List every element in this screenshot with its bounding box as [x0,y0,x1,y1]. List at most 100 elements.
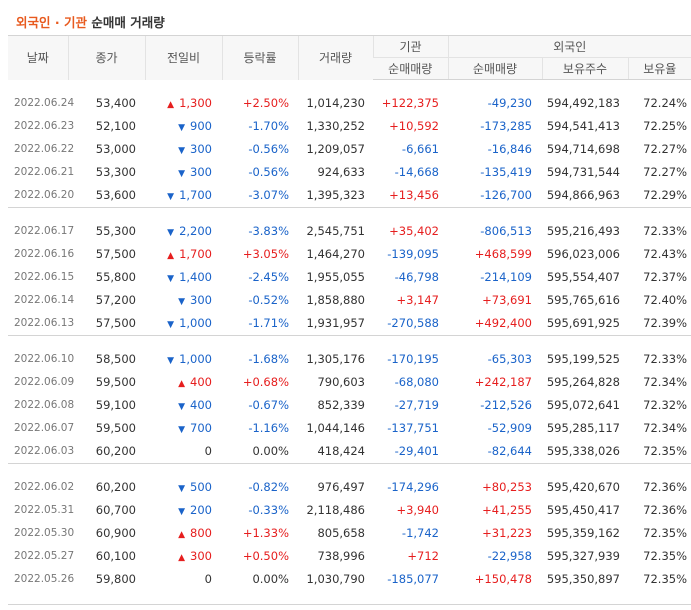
cell-change-value: 1,000 [179,351,212,366]
cell-inst-net: -27,719 [394,397,439,412]
table-row: 2022.06.14 57,200 ▼ 300 -0.52% 1,858,880 +3,14… [8,288,691,311]
cell-inst-net: -137,751 [387,420,439,435]
cell-rate: +1.33% [242,525,289,540]
cell-foreign-net: +80,253 [482,479,532,494]
cell-volume: 1,395,323 [306,187,365,202]
cell-inst-net: +3,147 [396,292,439,307]
cell-rate: -0.56% [248,141,289,156]
cell-change: ▲ 1,300 [145,91,222,114]
cell-foreign-hold: 595,691,925 [546,315,620,330]
header-volume: 거래량 [297,35,373,80]
table-row: 2022.06.02 60,200 ▼ 500 -0.82% 976,497 -174,29… [8,475,691,498]
header-change: 전일비 [144,35,222,80]
group-spacer [8,80,691,92]
triangle-up-icon: ▲ [167,250,175,261]
cell-inst-net: -68,080 [394,374,439,389]
cell-change: ▼ 300 [145,288,222,311]
cell-inst-net: +3,940 [396,502,439,517]
table-row: 2022.06.23 52,100 ▼ 900 -1.70% 1,330,252 +10,5… [8,114,691,137]
table-row: 2022.06.17 55,300 ▼ 2,200 -3.83% 2,545,751 +35… [8,219,691,242]
cell-foreign-net: -212,526 [480,397,532,412]
cell-volume: 738,996 [317,548,365,563]
cell-foreign-hold: 595,285,117 [546,420,620,435]
cell-foreign-rate: 72.33% [643,223,688,238]
cell-foreign-rate: 72.29% [643,187,688,202]
cell-foreign-rate: 72.36% [643,502,688,517]
header-rate: 등락률 [221,35,298,80]
triangle-down-icon: ▼ [167,191,175,202]
cell-change-value: 0 [204,571,212,586]
cell-change: ▼ 1,700 [145,183,222,206]
cell-volume: 1,931,957 [306,315,365,330]
cell-change: ▼ 1,000 [145,347,222,370]
cell-change-value: 700 [190,420,212,435]
title-separator: · [50,15,64,30]
cell-close: 52,100 [95,118,136,133]
cell-rate: -3.83% [248,223,289,238]
triangle-down-icon: ▼ [178,168,186,179]
cell-change-value: 500 [190,479,212,494]
cell-close: 53,300 [95,164,136,179]
table-row: 2022.05.31 60,700 ▼ 200 -0.33% 2,118,486 +3,94… [8,498,691,521]
cell-date: 2022.06.03 [14,444,75,457]
cell-volume: 1,305,176 [306,351,365,366]
cell-rate: -1.70% [248,118,289,133]
cell-close: 57,500 [95,315,136,330]
cell-foreign-net: -22,958 [487,548,532,563]
cell-volume: 805,658 [317,525,365,540]
group-divider [8,206,691,208]
group-divider [8,334,691,336]
cell-foreign-net: -126,700 [480,187,532,202]
cell-foreign-net: +41,255 [482,502,532,517]
cell-foreign-net: -82,644 [487,443,532,458]
cell-inst-net: +10,592 [389,118,439,133]
header-foreign-hold: 보유주수 [541,57,628,80]
cell-foreign-rate: 72.34% [643,374,688,389]
cell-foreign-hold: 594,541,413 [546,118,620,133]
cell-change-value: 800 [190,525,212,540]
cell-date: 2022.06.02 [14,480,75,493]
cell-change: ▼ 2,200 [145,219,222,242]
table-row: 2022.06.07 59,500 ▼ 700 -1.16% 1,044,146 -137,… [8,416,691,439]
cell-foreign-rate: 72.33% [643,351,688,366]
investor-trading-table: 날짜 종가 전일비 등락률 거래량 기관 외국인 순매매량 순매매량 보유주수 … [8,35,691,590]
cell-change-value: 1,300 [179,95,212,110]
cell-foreign-hold: 595,199,525 [546,351,620,366]
cell-inst-net: -174,296 [387,479,439,494]
cell-date: 2022.06.24 [14,96,75,109]
cell-change-value: 300 [190,548,212,563]
cell-close: 60,200 [95,479,136,494]
title-suffix: 순매매 거래량 [86,15,165,30]
table-row: 2022.06.09 59,500 ▲ 400 +0.68% 790,603 -68,080… [8,370,691,393]
cell-change: 0 [145,567,222,590]
cell-foreign-hold: 595,072,641 [546,397,620,412]
cell-change-value: 1,700 [179,187,212,202]
cell-change: ▲ 800 [145,521,222,544]
triangle-up-icon: ▲ [167,99,175,110]
cell-foreign-net: +242,187 [474,374,532,389]
cell-volume: 1,209,057 [306,141,365,156]
cell-date: 2022.06.14 [14,293,75,306]
cell-foreign-rate: 72.35% [643,571,688,586]
table-row: 2022.06.15 55,800 ▼ 1,400 -2.45% 1,955,055 -46… [8,265,691,288]
cell-foreign-hold: 595,350,897 [546,571,620,586]
triangle-down-icon: ▼ [167,319,175,330]
cell-inst-net: -270,588 [387,315,439,330]
cell-foreign-net: +150,478 [474,571,532,586]
cell-foreign-rate: 72.43% [643,246,688,261]
cell-change-value: 1,700 [179,246,212,261]
cell-foreign-net: -65,303 [487,351,532,366]
cell-change-value: 1,400 [179,269,212,284]
cell-foreign-rate: 72.25% [643,118,688,133]
cell-foreign-hold: 595,264,828 [546,374,620,389]
cell-inst-net: -14,668 [394,164,439,179]
cell-change: ▼ 700 [145,416,222,439]
header-foreign: 외국인 [447,35,691,58]
table-row: 2022.05.26 59,800 0 0.00% 1,030,790 -185,077 +… [8,567,691,590]
cell-rate: -0.52% [248,292,289,307]
cell-change: ▼ 300 [145,160,222,183]
triangle-down-icon: ▼ [178,424,186,435]
cell-close: 59,800 [95,571,136,586]
header-inst-net: 순매매량 [373,57,448,80]
cell-change: ▲ 300 [145,544,222,567]
